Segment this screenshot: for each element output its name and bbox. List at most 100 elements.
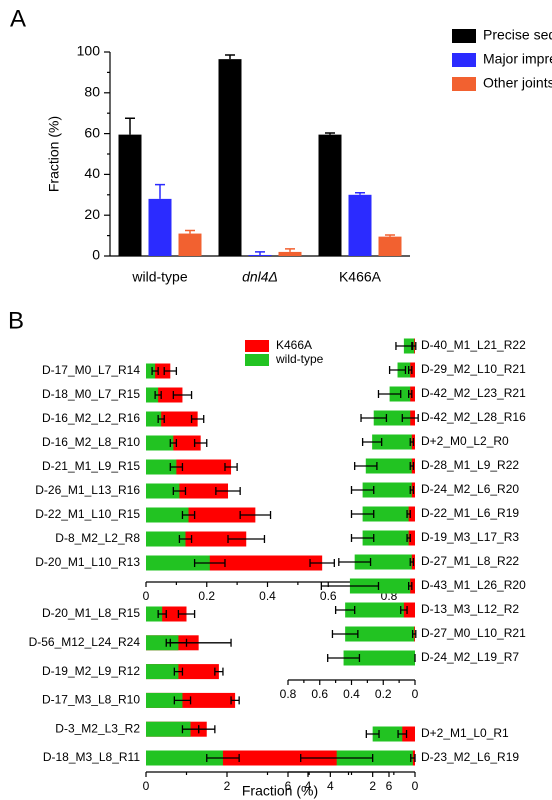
error-bar [410,754,416,762]
x-tick-label: 0.2 [375,687,392,701]
error-bar [388,366,407,374]
x-tick-label: 0 [143,779,150,793]
legend-label: wild-type [275,352,324,366]
error-bar [190,415,205,423]
error-bar [320,582,380,590]
y-tick-label: D-20_M1_L10_R13 [35,555,140,569]
y-tick-label: D-3_M2_L3_R2 [55,721,140,735]
x-tick-label: 2 [224,779,231,793]
error-bar [409,438,415,446]
panel-label: A [10,5,26,32]
error-bar [285,248,295,252]
bar [178,233,202,256]
error-bar [411,630,417,638]
y-tick-label: D-42_M2_L23_R21 [421,386,526,400]
y-tick-label: D-18_M3_L8_R11 [43,750,140,764]
y-tick-label: D-24_M2_L19_R7 [421,650,519,664]
error-bar [255,251,265,255]
bar [146,750,223,766]
bar [148,198,172,256]
error-bar [193,439,208,447]
bar [146,664,179,680]
error-bar [350,486,375,494]
y-tick-label: 60 [84,124,100,140]
bar [362,530,415,546]
error-bar [338,558,372,566]
bar [410,578,415,594]
error-bar [408,366,413,374]
y-tick-label: D-27_M0_L10_R21 [421,626,526,640]
bar [362,482,415,498]
y-tick-label: D-42_M2_L28_R16 [421,410,526,424]
y-tick-label: D-20_M1_L8_R15 [42,606,140,620]
y-tick-label: D-40_M1_L21_R22 [421,338,526,352]
error-bar [155,183,165,199]
error-bar [173,667,184,676]
x-tick-label: wild-type [131,269,187,285]
x-tick-label: 6 [386,779,393,793]
legend-swatch [245,340,269,352]
bar [345,626,415,642]
error-bar [172,391,193,399]
error-bar [169,463,184,471]
y-tick-label: D-17_M0_L7_R14 [42,363,140,377]
x-tick-label: 0.8 [280,687,297,701]
error-bar [409,486,415,494]
y-tick-label: D-21_M1_L9_R15 [42,459,140,473]
bar [408,506,415,522]
error-bar [215,487,241,495]
error-bar [377,390,402,398]
error-bar [181,511,196,519]
y-tick-label: 20 [84,206,100,222]
y-tick-label: D-16_M2_L2_R16 [42,411,140,425]
x-tick-label: 4 [327,779,334,793]
bar [318,134,342,256]
error-bar [157,415,165,423]
error-bar [173,696,192,705]
error-bar [325,132,335,135]
y-tick-label: D-23_M2_L6_R19 [421,750,519,764]
bar [278,251,302,256]
bar [408,530,415,546]
y-tick-label: 80 [84,84,100,100]
error-bar [360,414,388,422]
error-bar [157,610,167,618]
error-bar [408,390,413,398]
bar [410,362,415,378]
bar [343,650,415,666]
y-tick-label: D-24_M2_L6_R20 [421,482,519,496]
error-bar [227,535,266,543]
bar [218,59,242,256]
y-tick-label: D-19_M2_L9_R12 [42,664,140,678]
error-bar [385,234,395,237]
y-tick-label: D-22_M1_L10_R15 [35,507,140,521]
error-bar [125,117,135,135]
error-bar [169,439,178,447]
panel-label: B [8,307,24,334]
y-tick-label: 40 [84,165,100,181]
y-tick-label: D+2_M1_L0_R1 [421,726,509,740]
bar [146,459,177,475]
y-tick-label: D-43_M1_L26_R20 [421,578,526,592]
y-tick-label: D-19_M3_L17_R3 [421,530,519,544]
y-tick-label: D-28_M1_L9_R22 [421,458,519,472]
y-tick-label: D-29_M2_L10_R21 [421,362,526,376]
legend-swatch [452,29,476,43]
error-bar [350,510,375,518]
error-bar [230,696,240,705]
legend-label: K466A [276,338,312,352]
error-bar [193,559,226,567]
x-tick-label: 0.4 [259,589,276,603]
error-bar [355,192,365,195]
legend-swatch [452,53,476,67]
error-bar [172,487,187,495]
bar [146,692,183,708]
error-bar [395,342,413,350]
bar [373,410,415,426]
y-tick-label: D-16_M2_L8_R10 [42,435,140,449]
error-bar [354,462,378,470]
error-bar [169,638,188,647]
error-bar [206,754,240,762]
error-bar [365,730,380,738]
